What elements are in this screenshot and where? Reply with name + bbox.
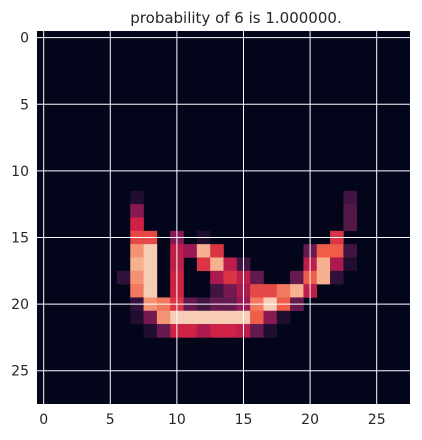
heatmap-cell — [210, 284, 224, 298]
heatmap-cell — [210, 324, 224, 338]
heatmap-cell — [343, 204, 358, 218]
heatmap-cell — [143, 270, 158, 285]
heatmap-cell — [196, 257, 211, 272]
heatmap-cell — [130, 284, 144, 298]
heatmap-cell — [343, 190, 358, 205]
chart-title: probability of 6 is 1.000000. — [130, 9, 341, 27]
heatmap-cell — [330, 244, 344, 258]
heatmap-cell — [330, 257, 344, 272]
heatmap-cell — [130, 204, 144, 218]
heatmap-cell — [210, 244, 224, 258]
heatmap-cell — [250, 310, 264, 325]
heatmap-cell — [210, 270, 224, 285]
heatmap-cell — [250, 270, 264, 285]
heatmap-cell — [143, 244, 158, 258]
y-tick-label: 15 — [11, 230, 29, 246]
heatmap-cell — [343, 244, 358, 258]
x-tick-label: 10 — [168, 412, 186, 428]
heatmap-cell — [156, 310, 171, 325]
heatmap-cell — [343, 217, 358, 232]
heatmap-cell — [316, 270, 331, 285]
heatmap-cell — [290, 270, 304, 285]
heatmap-cell — [130, 217, 144, 232]
heatmap-cell — [316, 257, 331, 272]
heatmap-cell — [183, 244, 198, 258]
heatmap-cell — [130, 257, 144, 272]
heatmap-cell — [343, 257, 358, 272]
heatmap-cell — [143, 284, 158, 298]
heatmap-cell — [316, 244, 331, 258]
y-tick-label: 25 — [11, 364, 29, 380]
y-tick-label: 0 — [20, 31, 29, 47]
heatmap-cell — [130, 270, 144, 285]
heatmap-cell — [116, 270, 131, 285]
heatmap-cell — [183, 324, 198, 338]
heatmap-cell — [143, 324, 158, 338]
heatmap-cell — [223, 284, 238, 298]
heatmap-cell — [276, 284, 291, 298]
x-tick-label: 15 — [235, 412, 253, 428]
heatmap-cell — [143, 310, 158, 325]
heatmap-cell — [210, 257, 224, 272]
y-tick-label: 20 — [11, 297, 29, 313]
heatmap-cell — [263, 284, 278, 298]
x-tick-label: 0 — [39, 412, 48, 428]
x-tick-label: 25 — [368, 412, 386, 428]
heatmap-cell — [263, 324, 278, 338]
heatmap-cell — [223, 324, 238, 338]
heatmap-cell — [183, 310, 198, 325]
heatmap-cell — [196, 310, 211, 325]
heatmap-cell — [130, 190, 144, 205]
heatmap-cell — [223, 270, 238, 285]
x-tick-label: 5 — [106, 412, 115, 428]
heatmap-cell — [196, 244, 211, 258]
heatmap-cell — [223, 310, 238, 325]
heatmap-plot: 0 5 10 15 20 25 0 5 10 15 20 25 — [11, 31, 410, 428]
heatmap-cell — [196, 324, 211, 338]
heatmap-cell — [290, 284, 304, 298]
y-tick-label: 5 — [20, 97, 29, 113]
heatmap-cell — [130, 310, 144, 325]
y-tick-label: 10 — [11, 164, 29, 180]
x-tick-label: 20 — [301, 412, 319, 428]
heatmap-cell — [210, 310, 224, 325]
heatmap-cell — [130, 244, 144, 258]
heatmap-cell — [263, 310, 278, 325]
heatmap-cell — [143, 257, 158, 272]
heatmap-cell — [156, 324, 171, 338]
heatmap-cell — [250, 324, 264, 338]
heatmap-cell — [223, 257, 238, 272]
heatmap-cell — [276, 310, 291, 325]
heatmap-cell — [250, 284, 264, 298]
heatmap-cell — [330, 270, 344, 285]
